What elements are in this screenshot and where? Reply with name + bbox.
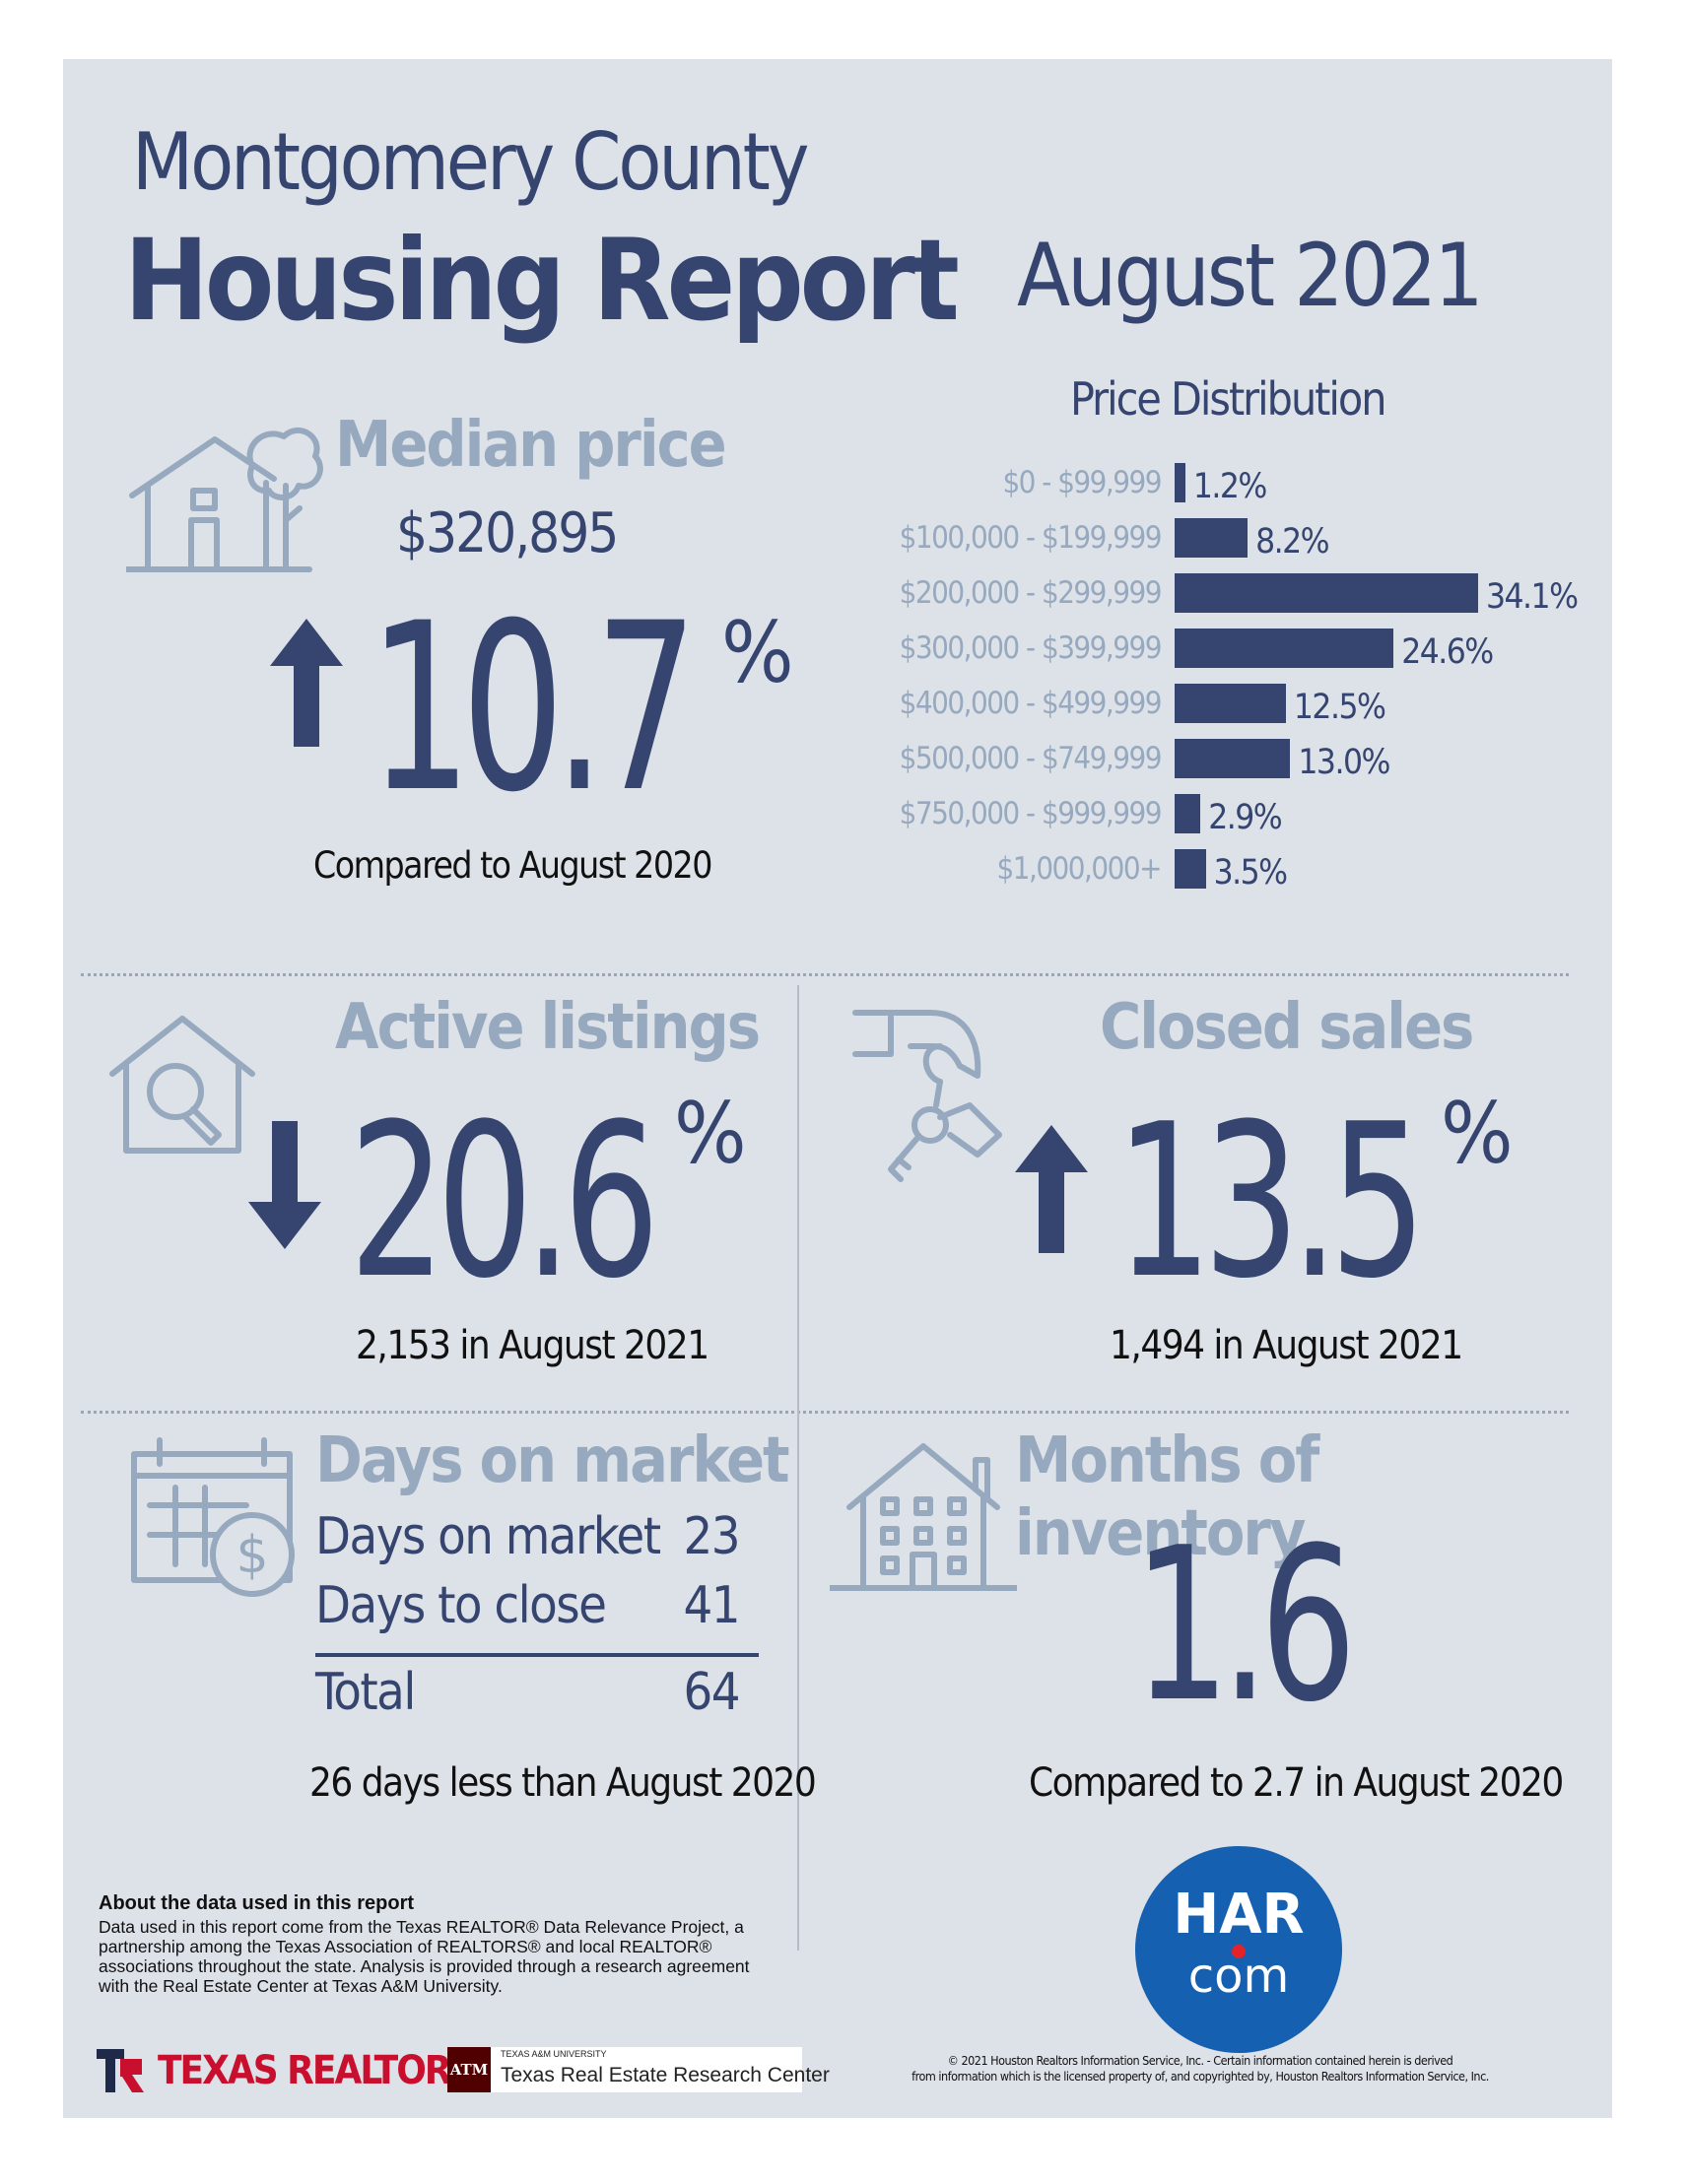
table-row: Days to close 41 bbox=[315, 1576, 740, 1635]
about-heading: About the data used in this report bbox=[99, 1892, 415, 1914]
section-divider-2 bbox=[81, 1411, 1569, 1414]
active-listings-heading: Active listings bbox=[335, 991, 761, 1064]
price-distribution-chart: $0 - $99,999 1.2% $100,000 - $199,999 8.2% $… bbox=[885, 463, 1634, 896]
price-bar-row: $200,000 - $299,999 34.1% bbox=[885, 573, 1634, 617]
price-bar-label: $1,000,000+ bbox=[996, 851, 1162, 887]
price-bar bbox=[1175, 463, 1185, 502]
price-bar-label: $500,000 - $749,999 bbox=[899, 741, 1163, 776]
price-bar-label: $100,000 - $199,999 bbox=[899, 520, 1163, 556]
price-bar-label: $0 - $99,999 bbox=[1002, 465, 1162, 500]
price-bar bbox=[1175, 739, 1291, 778]
active-listings-percent: % bbox=[674, 1085, 747, 1183]
days-on-market-heading: Days on market bbox=[315, 1424, 790, 1497]
texas-realtors-logo-icon bbox=[97, 2049, 146, 2092]
median-price-percent: % bbox=[721, 604, 794, 702]
price-bar-row: $500,000 - $749,999 13.0% bbox=[885, 739, 1634, 782]
price-bar-label: $300,000 - $399,999 bbox=[899, 630, 1163, 666]
arrow-down-icon bbox=[248, 1121, 321, 1249]
column-divider bbox=[797, 985, 799, 1951]
har-logo[interactable]: HAR com bbox=[1135, 1846, 1342, 2053]
tamu-mark: ATM bbox=[447, 2047, 491, 2092]
price-bar-label: $750,000 - $999,999 bbox=[899, 796, 1163, 831]
tamu-small-text: TEXAS A&M UNIVERSITY bbox=[501, 2049, 607, 2059]
about-body: Data used in this report come from the T… bbox=[99, 1917, 750, 1996]
active-listings-detail: 2,153 in August 2021 bbox=[356, 1323, 709, 1368]
tamu-name-text: Texas Real Estate Research Center bbox=[501, 2064, 830, 2086]
days-on-market-table: Days on market 23 Days to close 41 Total… bbox=[315, 1507, 759, 1803]
price-bar-label: $200,000 - $299,999 bbox=[899, 575, 1163, 611]
price-bar bbox=[1175, 629, 1394, 668]
arrow-up-icon bbox=[1015, 1125, 1088, 1253]
copyright-line-1: © 2021 Houston Realtors Information Serv… bbox=[947, 2053, 1453, 2068]
svg-text:$: $ bbox=[236, 1526, 268, 1585]
closed-sales-change: 13.5 bbox=[1115, 1078, 1427, 1325]
total-value: 64 bbox=[683, 1663, 740, 1722]
har-logo-text: HAR bbox=[1173, 1883, 1305, 1947]
price-bar-row: $100,000 - $199,999 8.2% bbox=[885, 518, 1634, 562]
price-bar-row: $1,000,000+ 3.5% bbox=[885, 849, 1634, 893]
hand-keys-icon bbox=[851, 1007, 1029, 1184]
months-inventory-comparison: Compared to 2.7 in August 2020 bbox=[1029, 1760, 1564, 1806]
price-bar-value: 3.5% bbox=[1213, 853, 1288, 893]
apartment-house-icon bbox=[830, 1438, 1017, 1596]
price-bar-value: 12.5% bbox=[1293, 688, 1386, 727]
har-logo-com: com bbox=[1187, 1949, 1290, 2004]
days-on-market-comparison: 26 days less than August 2020 bbox=[309, 1760, 817, 1806]
months-inventory-heading: Months of inventory bbox=[1015, 1424, 1319, 1570]
house-tree-icon bbox=[126, 422, 323, 579]
days-to-close-label: Days to close bbox=[315, 1576, 607, 1635]
dom-value: 23 bbox=[683, 1507, 740, 1566]
months-inventory-value: 1.6 bbox=[1133, 1501, 1357, 1749]
price-bar-row: $750,000 - $999,999 2.9% bbox=[885, 794, 1634, 837]
table-row: Days on market 23 bbox=[315, 1507, 740, 1566]
calendar-dollar-icon: $ bbox=[130, 1436, 307, 1604]
price-bar bbox=[1175, 684, 1286, 723]
price-bar bbox=[1175, 573, 1478, 613]
copyright-line-2: from information which is the licensed p… bbox=[912, 2069, 1489, 2084]
report-period: August 2021 bbox=[1017, 225, 1484, 326]
closed-sales-detail: 1,494 in August 2021 bbox=[1110, 1323, 1463, 1368]
total-label: Total bbox=[315, 1663, 416, 1722]
table-row: Total 64 bbox=[315, 1663, 740, 1722]
total-divider bbox=[315, 1653, 759, 1657]
report-panel: Montgomery County Housing Report August … bbox=[63, 59, 1612, 2118]
median-price-value: $320,895 bbox=[396, 501, 619, 565]
county-title: Montgomery County bbox=[132, 116, 809, 208]
price-bar-row: $0 - $99,999 1.2% bbox=[885, 463, 1634, 506]
closed-sales-heading: Closed sales bbox=[1100, 991, 1474, 1064]
price-bar-value: 1.2% bbox=[1192, 467, 1267, 506]
tamu-logo: ATM TEXAS A&M UNIVERSITY Texas Real Esta… bbox=[447, 2047, 830, 2092]
price-bar bbox=[1175, 849, 1206, 889]
arrow-up-icon bbox=[270, 619, 343, 747]
report-title: Housing Report bbox=[124, 215, 960, 346]
median-price-heading: Median price bbox=[335, 409, 727, 482]
median-price-change: 10.7 bbox=[369, 574, 698, 843]
price-bar-value: 34.1% bbox=[1486, 577, 1579, 617]
price-distribution-title: Price Distribution bbox=[1070, 372, 1386, 426]
price-bar bbox=[1175, 518, 1249, 558]
price-bar-row: $400,000 - $499,999 12.5% bbox=[885, 684, 1634, 727]
price-bar-value: 2.9% bbox=[1208, 798, 1282, 837]
dom-label: Days on market bbox=[315, 1507, 661, 1566]
section-divider-1 bbox=[81, 973, 1569, 976]
price-bar bbox=[1175, 794, 1201, 833]
texas-realtors-logo: TEXAS REALTORS bbox=[158, 2048, 475, 2093]
price-bar-value: 13.0% bbox=[1298, 743, 1390, 782]
active-listings-change: 20.6 bbox=[349, 1078, 660, 1325]
house-search-icon bbox=[108, 1013, 256, 1156]
closed-sales-percent: % bbox=[1441, 1085, 1514, 1183]
har-logo-dot bbox=[1232, 1945, 1246, 1958]
price-bar-label: $400,000 - $499,999 bbox=[899, 686, 1163, 721]
price-bar-value: 8.2% bbox=[1255, 522, 1329, 562]
days-to-close-value: 41 bbox=[683, 1576, 740, 1635]
median-price-comparison: Compared to August 2020 bbox=[313, 844, 712, 887]
price-bar-value: 24.6% bbox=[1401, 632, 1494, 672]
price-bar-row: $300,000 - $399,999 24.6% bbox=[885, 629, 1634, 672]
